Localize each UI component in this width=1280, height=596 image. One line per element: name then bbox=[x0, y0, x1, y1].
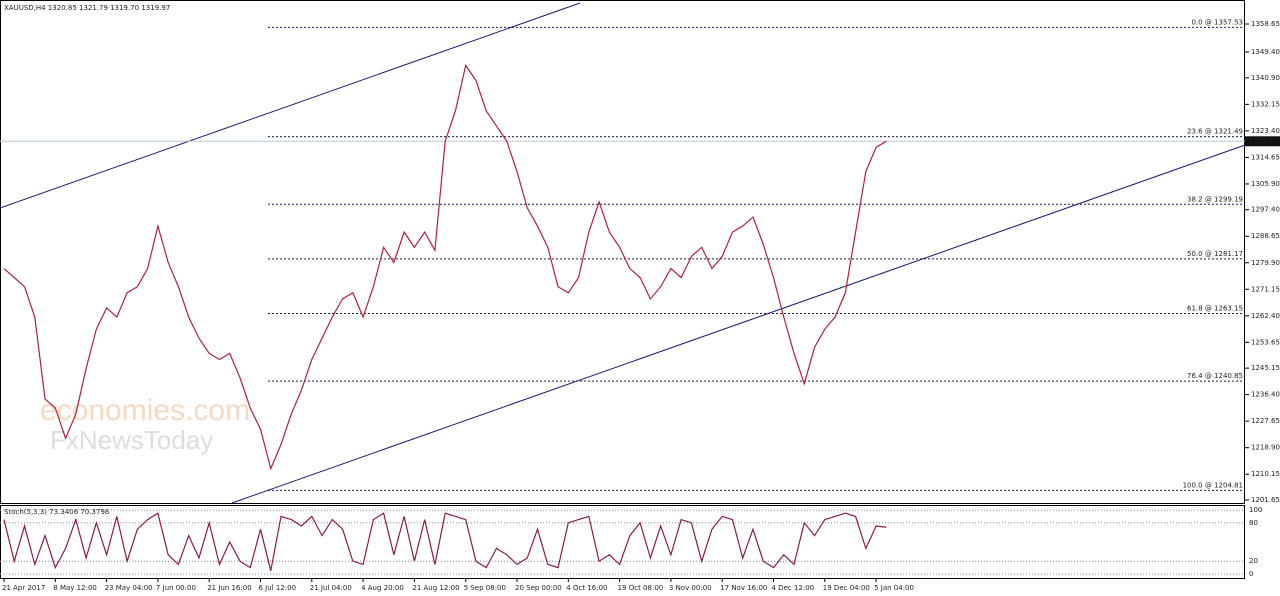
y-tick-label: 1236.40 bbox=[1251, 391, 1280, 399]
last-price-box bbox=[1245, 136, 1280, 147]
x-tick-label: 4 Aug 20:00 bbox=[361, 584, 404, 592]
y-tick-label: 1201.65 bbox=[1251, 496, 1280, 504]
x-tick-label: 19 Dec 04:00 bbox=[823, 584, 870, 592]
stoch-tick-label: 80 bbox=[1249, 519, 1258, 527]
fib-label: 38.2 @ 1299.19 bbox=[1187, 195, 1243, 203]
fib-label: 61.8 @ 1263.15 bbox=[1187, 305, 1243, 313]
stoch-title: Stoch(5,3,3) 73.3406 70.3798 bbox=[4, 508, 109, 516]
chart-title: XAUUSD,H4 1320.85 1321.79 1319.70 1319.9… bbox=[4, 4, 170, 12]
y-tick-label: 1349.40 bbox=[1251, 48, 1280, 56]
x-tick-label: 19 Oct 08:00 bbox=[618, 584, 664, 592]
y-tick-label: 1323.40 bbox=[1251, 127, 1280, 135]
y-tick-label: 1340.90 bbox=[1251, 74, 1280, 82]
y-tick-label: 1332.15 bbox=[1251, 100, 1280, 108]
watermark: FxNewsToday bbox=[50, 425, 213, 455]
x-tick-label: 3 Nov 00:00 bbox=[669, 584, 712, 592]
watermark: economies.com bbox=[40, 394, 250, 427]
x-tick-label: 21 Aug 12:00 bbox=[412, 584, 459, 592]
channel-upper bbox=[0, 2, 581, 209]
y-tick-label: 1279.90 bbox=[1251, 259, 1280, 267]
x-tick-label: 23 May 04:00 bbox=[105, 584, 153, 592]
x-tick-label: 21 Apr 2017 bbox=[2, 584, 45, 592]
y-tick-label: 1218.90 bbox=[1251, 444, 1280, 452]
x-tick-label: 21 Jul 04:00 bbox=[310, 584, 352, 592]
x-tick-label: 21 Jun 16:00 bbox=[207, 584, 251, 592]
price-line bbox=[3, 512, 887, 571]
x-tick-label: 5 Jan 04:00 bbox=[874, 584, 914, 592]
y-tick-label: 1253.65 bbox=[1251, 338, 1280, 346]
fib-label: 0.0 @ 1357.53 bbox=[1191, 18, 1243, 26]
x-tick-label: 7 Jun 00:00 bbox=[156, 584, 196, 592]
stoch-panel bbox=[0, 505, 1245, 579]
fib-label: 23.6 @ 1321.49 bbox=[1187, 128, 1243, 136]
fib-label: 100.0 @ 1204.81 bbox=[1183, 481, 1243, 489]
fib-label: 76.4 @ 1240.85 bbox=[1187, 372, 1243, 380]
last-price-label: 1319.97 bbox=[1249, 137, 1278, 145]
y-tick-label: 1271.15 bbox=[1251, 285, 1280, 293]
x-tick-label: 17 Nov 16:00 bbox=[720, 584, 767, 592]
fib-label: 50.0 @ 1281.17 bbox=[1187, 250, 1243, 258]
x-tick-label: 20 Sep 00:00 bbox=[515, 584, 562, 592]
x-tick-label: 6 Jul 12:00 bbox=[259, 584, 297, 592]
price-line bbox=[3, 63, 887, 471]
x-tick-label: 4 Dec 12:00 bbox=[772, 584, 815, 592]
y-tick-label: 1262.40 bbox=[1251, 312, 1280, 320]
y-tick-label: 1358.65 bbox=[1251, 20, 1280, 28]
x-tick-label: 4 Oct 16:00 bbox=[566, 584, 607, 592]
stoch-tick-label: 100 bbox=[1249, 506, 1262, 514]
stoch-tick-label: 20 bbox=[1249, 557, 1258, 565]
y-tick-label: 1314.65 bbox=[1251, 153, 1280, 161]
x-tick-label: 8 May 12:00 bbox=[53, 584, 97, 592]
stoch-tick-label: 0 bbox=[1249, 570, 1253, 578]
y-tick-label: 1245.15 bbox=[1251, 364, 1280, 372]
y-tick-label: 1210.15 bbox=[1251, 470, 1280, 478]
x-tick-label: 5 Sep 08:00 bbox=[464, 584, 506, 592]
y-tick-label: 1227.65 bbox=[1251, 417, 1280, 425]
y-tick-label: 1297.40 bbox=[1251, 206, 1280, 214]
y-tick-label: 1288.65 bbox=[1251, 232, 1280, 240]
y-tick-label: 1305.90 bbox=[1251, 180, 1280, 188]
